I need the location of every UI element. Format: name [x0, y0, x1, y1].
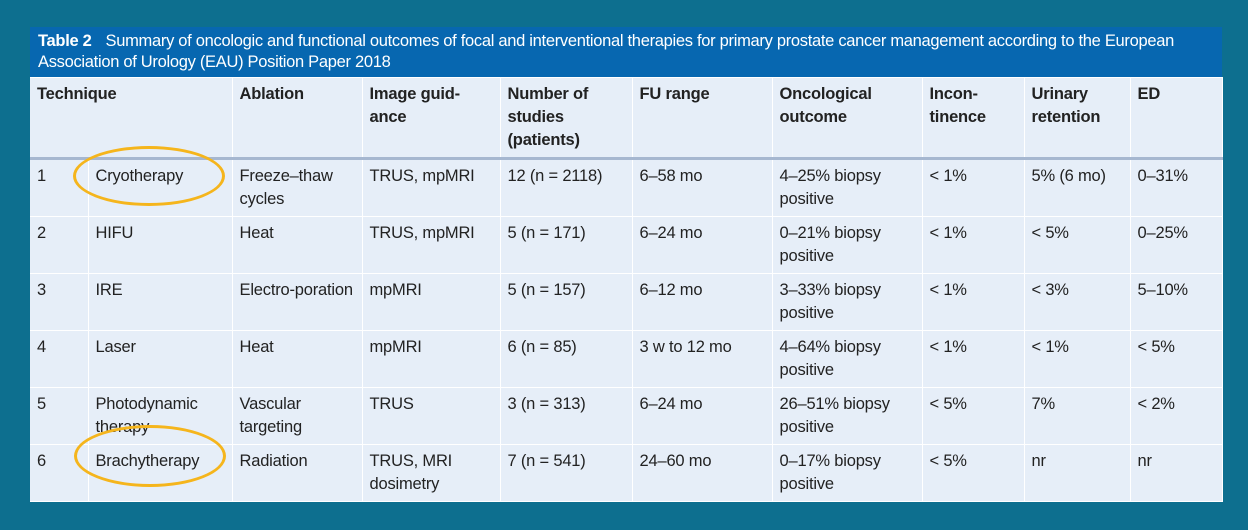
table-cell: TRUS, mpMRI: [361, 158, 501, 217]
table-cell: < 5%: [1023, 216, 1131, 274]
table-cell: 5 (n = 171): [499, 216, 633, 274]
outcomes-table: Table 2 Summary of oncologic and function…: [30, 27, 1223, 502]
table-cell: 7 (n = 541): [499, 444, 633, 502]
table-cell: 4: [30, 330, 89, 388]
table-cell: 3: [30, 273, 89, 331]
table-cell: 6 (n = 85): [499, 330, 633, 388]
table-cell: 5: [30, 387, 89, 445]
table-cell: IRE: [87, 273, 233, 331]
table-cell: nr: [1023, 444, 1131, 502]
table-cell: mpMRI: [361, 330, 501, 388]
column-header: Technique: [30, 77, 233, 160]
table-cell: 3–33% biopsy positive: [771, 273, 923, 331]
table-cell: 0–21% biopsy positive: [771, 216, 923, 274]
table-cell: < 5%: [921, 387, 1025, 445]
table-cell: 5% (6 mo): [1023, 158, 1131, 217]
table-cell: Heat: [231, 330, 363, 388]
table-cell: 6–24 mo: [631, 216, 773, 274]
caption-text: Summary of oncologic and functional outc…: [38, 32, 1174, 71]
table-cell: Vascular targeting: [231, 387, 363, 445]
table-cell: Electro-poration: [231, 273, 363, 331]
table-row: 1 Cryotherapy Freeze–thaw cycles TRUS, mpMR…: [30, 158, 1223, 217]
table-row: 5 Photodynamic therapy Vascular targeting T…: [30, 387, 1223, 445]
table-cell: < 5%: [1129, 330, 1223, 388]
table-cell: 6–12 mo: [631, 273, 773, 331]
table-cell: 7%: [1023, 387, 1131, 445]
table-cell: 5–10%: [1129, 273, 1223, 331]
table-cell: 3 (n = 313): [499, 387, 633, 445]
table-cell: < 1%: [921, 330, 1025, 388]
column-header: Oncological outcome: [771, 77, 923, 160]
column-header: Number of studies (patients): [499, 77, 633, 160]
table-cell: 6–24 mo: [631, 387, 773, 445]
table-cell: 6–58 mo: [631, 158, 773, 217]
table-cell: TRUS: [361, 387, 501, 445]
table-label: Table 2: [38, 32, 92, 50]
table-cell: 6: [30, 444, 89, 502]
table-cell: Photodynamic therapy: [87, 387, 233, 445]
table-cell: < 5%: [921, 444, 1025, 502]
table-cell: < 1%: [921, 216, 1025, 274]
column-header: FU range: [631, 77, 773, 160]
table-cell: Brachytherapy: [87, 444, 233, 502]
table-cell: 0–17% biopsy positive: [771, 444, 923, 502]
table-cell: TRUS, mpMRI: [361, 216, 501, 274]
table-cell: 4–25% biopsy positive: [771, 158, 923, 217]
table-cell: < 2%: [1129, 387, 1223, 445]
table-cell: 4–64% biopsy positive: [771, 330, 923, 388]
table-cell: Heat: [231, 216, 363, 274]
table-cell: nr: [1129, 444, 1223, 502]
table-cell: < 1%: [921, 158, 1025, 217]
column-header: Image guid-ance: [361, 77, 501, 160]
table-cell: HIFU: [87, 216, 233, 274]
table-cell: mpMRI: [361, 273, 501, 331]
table-caption: Table 2 Summary of oncologic and function…: [30, 27, 1222, 77]
table-cell: Radiation: [231, 444, 363, 502]
table-cell: 1: [30, 158, 89, 217]
table-cell: 3 w to 12 mo: [631, 330, 773, 388]
table-cell: 5 (n = 157): [499, 273, 633, 331]
table-row: 2 HIFU Heat TRUS, mpMRI 5 (n = 171) 6–24 mo 0–…: [30, 216, 1223, 274]
table-cell: < 3%: [1023, 273, 1131, 331]
table-cell: Freeze–thaw cycles: [231, 158, 363, 217]
table-cell: 26–51% biopsy positive: [771, 387, 923, 445]
column-header: Ablation: [231, 77, 363, 160]
column-header: ED: [1129, 77, 1223, 160]
table-cell: TRUS, MRI dosimetry: [361, 444, 501, 502]
table-cell: 24–60 mo: [631, 444, 773, 502]
table-cell: Cryotherapy: [87, 158, 233, 217]
table-cell: < 1%: [921, 273, 1025, 331]
table-cell: < 1%: [1023, 330, 1131, 388]
column-header: Urinary retention: [1023, 77, 1131, 160]
table-row: 4 Laser Heat mpMRI 6 (n = 85) 3 w to 12 mo 4–6…: [30, 330, 1223, 388]
table-cell: 0–31%: [1129, 158, 1223, 217]
table-row: 3 IRE Electro-poration mpMRI 5 (n = 157) 6–12…: [30, 273, 1223, 331]
table-cell: 0–25%: [1129, 216, 1223, 274]
table-cell: 12 (n = 2118): [499, 158, 633, 217]
table-row: 6 Brachytherapy Radiation TRUS, MRI dosimet…: [30, 444, 1223, 502]
table-cell: 2: [30, 216, 89, 274]
column-header: Incon-tinence: [921, 77, 1025, 160]
table-cell: Laser: [87, 330, 233, 388]
